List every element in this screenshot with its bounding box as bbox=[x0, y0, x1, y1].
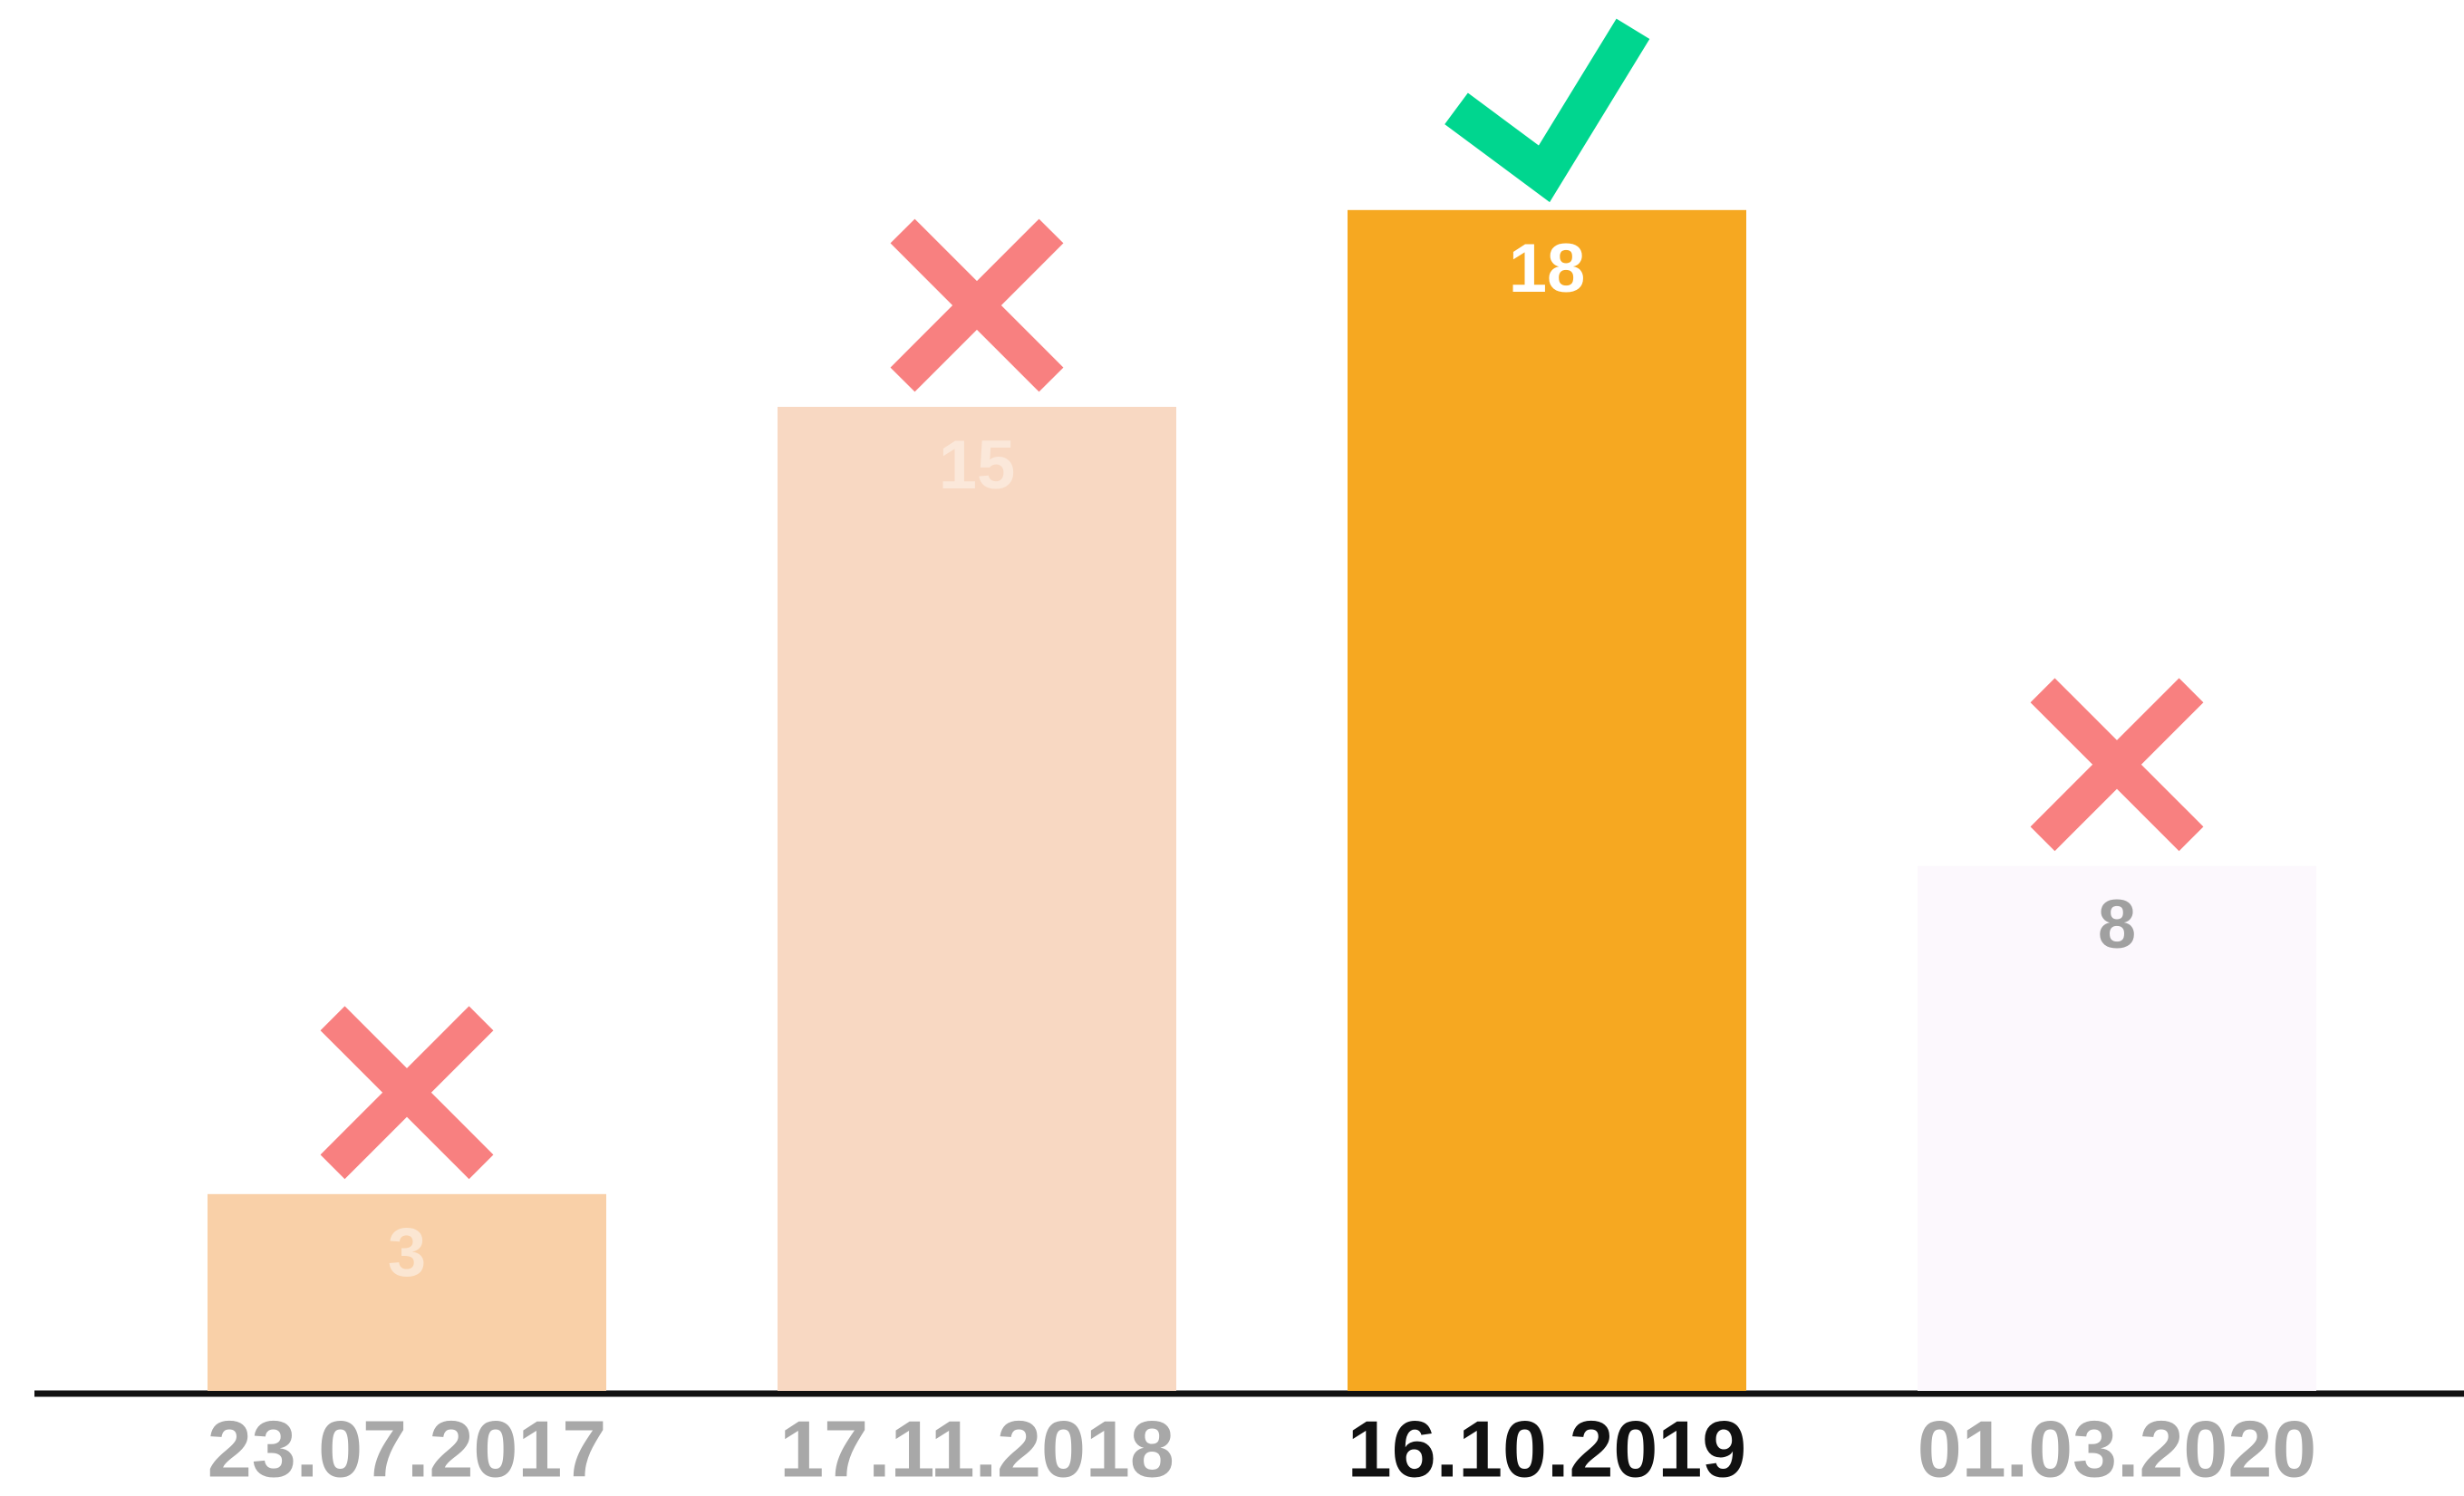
bar bbox=[778, 407, 1176, 1391]
cross-icon bbox=[2030, 678, 2204, 852]
bar bbox=[1918, 865, 2316, 1391]
bar bbox=[208, 1193, 606, 1391]
cross-icon bbox=[320, 1006, 494, 1180]
x-tick-label: 17.11.2018 bbox=[779, 1404, 1174, 1493]
x-tick-label: 01.03.2020 bbox=[1918, 1404, 2316, 1493]
bar bbox=[1348, 209, 1746, 1391]
value-label: 15 bbox=[939, 427, 1016, 504]
x-tick-label: 16.10.2019 bbox=[1348, 1404, 1746, 1493]
check-icon bbox=[1445, 18, 1650, 203]
x-tick-label: 23.07.2017 bbox=[208, 1404, 606, 1493]
value-label: 8 bbox=[2098, 886, 2136, 963]
value-label: 3 bbox=[388, 1214, 426, 1291]
cross-icon bbox=[890, 218, 1064, 392]
value-label: 18 bbox=[1509, 230, 1586, 307]
